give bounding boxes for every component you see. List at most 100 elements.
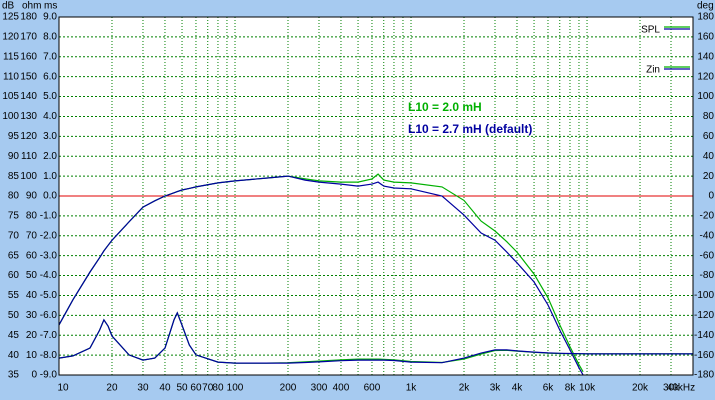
- ohm-tick-label: 20: [26, 330, 38, 341]
- ohm-tick-label: 170: [20, 32, 37, 43]
- y-tick-label: 45: [8, 330, 20, 341]
- ohm-tick-label: 130: [20, 111, 37, 122]
- y-tick-label: 110: [3, 71, 19, 82]
- y-tick-label: 115: [3, 51, 19, 62]
- x-tick-label: 6k: [543, 383, 555, 394]
- ms-tick-label: 6.0: [43, 71, 57, 82]
- y-tick-label: 100: [2, 111, 19, 122]
- x-tick-label: 30: [137, 383, 149, 394]
- ohm-tick-label: 110: [21, 151, 37, 162]
- x-tick-label: 600: [364, 383, 381, 394]
- y-tick-label: 95: [8, 131, 20, 142]
- y2-tick-label: 160: [697, 32, 714, 43]
- y-tick-label: 105: [2, 91, 19, 102]
- y-tick-label: 40: [8, 350, 20, 361]
- legend-label: SPL: [641, 25, 660, 36]
- ms-tick-label: -6.0: [40, 310, 58, 321]
- y2-tick-label: -20: [700, 211, 715, 222]
- curve-line: [59, 175, 584, 375]
- ms-tick-label: 1.0: [43, 171, 57, 182]
- curve-line: [59, 311, 693, 364]
- ohm-tick-label: 100: [20, 171, 37, 182]
- y2-tick-label: -80: [700, 270, 715, 281]
- x-tick-label: 80: [212, 383, 224, 394]
- y-tick-label: 85: [8, 171, 20, 182]
- y-tick-label: 90: [8, 151, 20, 162]
- x-tick-label: 20: [106, 383, 118, 394]
- x-tick-label: 10: [57, 383, 69, 394]
- ms-tick-label: -4.0: [40, 270, 58, 281]
- annotation: L10 = 2.0 mH: [408, 100, 482, 114]
- ms-tick-label: -2.0: [40, 230, 58, 241]
- y2-tick-label: -100: [694, 290, 714, 301]
- x-tick-label: 2k: [459, 383, 471, 394]
- x-tick-label: 20k: [632, 383, 649, 394]
- x-tick-label: 1k: [406, 383, 418, 394]
- y2-tick-label: 180: [697, 12, 714, 23]
- ms-tick-label: -3.0: [40, 250, 58, 261]
- y2-tick-label: 120: [697, 71, 714, 82]
- x-tick-label: 400: [333, 383, 350, 394]
- y-tick-label: 75: [8, 211, 20, 222]
- ohm-tick-label: 180: [20, 12, 37, 23]
- y2-axis-label: deg: [697, 1, 714, 12]
- y2-tick-label: -160: [694, 350, 714, 361]
- y2-tick-label: 140: [697, 51, 714, 62]
- x-tick-label: 40: [159, 383, 171, 394]
- ohm-tick-label: 0: [31, 370, 37, 381]
- y-tick-label: 55: [8, 290, 20, 301]
- y2-tick-label: -60: [700, 250, 715, 261]
- y2-tick-label: 40: [703, 151, 715, 162]
- y-tick-label: 70: [8, 230, 20, 241]
- ms-tick-label: -1.0: [40, 211, 58, 222]
- y-tick-label: 50: [8, 310, 20, 321]
- ms-tick-label: 8.0: [43, 32, 57, 43]
- plot-frame: [58, 16, 694, 376]
- ohm-tick-label: 160: [20, 51, 37, 62]
- ohm-axis-label: ohm: [22, 1, 41, 12]
- y2-tick-label: -40: [700, 230, 715, 241]
- y-axis-label: dB: [2, 1, 15, 12]
- ms-tick-label: 7.0: [43, 51, 57, 62]
- x-tick-label: 3k: [490, 383, 502, 394]
- y2-tick-label: -120: [694, 310, 714, 321]
- y-tick-label: 120: [2, 32, 19, 43]
- ms-tick-label: -7.0: [40, 330, 58, 341]
- y2-tick-label: 20: [703, 171, 715, 182]
- y2-tick-label: 100: [697, 91, 714, 102]
- y-tick-label: 60: [8, 270, 20, 281]
- y-tick-label: 80: [8, 191, 20, 202]
- ms-tick-label: -5.0: [40, 290, 58, 301]
- x-tick-label: 4k: [512, 383, 524, 394]
- ohm-tick-label: 150: [20, 71, 37, 82]
- x-tick-label: 50: [176, 383, 188, 394]
- y2-tick-label: 0: [708, 191, 714, 202]
- ms-tick-label: -8.0: [40, 350, 58, 361]
- ohm-tick-label: 90: [26, 191, 38, 202]
- x-tick-label: 300: [311, 383, 328, 394]
- ohm-tick-label: 140: [20, 91, 37, 102]
- ms-tick-label: -9.0: [40, 370, 58, 381]
- ohm-tick-label: 80: [26, 211, 38, 222]
- ohm-tick-label: 50: [26, 270, 38, 281]
- y-tick-label: 65: [8, 250, 20, 261]
- x-tick-label: 100: [227, 383, 244, 394]
- x-tick-label: 30k: [663, 383, 680, 394]
- legend-label: Zin: [646, 65, 660, 76]
- ms-tick-label: 4.0: [43, 111, 57, 122]
- annotation: L10 = 2.7 mH (default): [408, 122, 532, 136]
- ms-tick-label: 9.0: [43, 12, 57, 23]
- ohm-tick-label: 40: [26, 290, 38, 301]
- ohm-tick-label: 70: [26, 230, 38, 241]
- ms-axis-label: ms: [44, 1, 57, 12]
- y2-tick-label: 60: [703, 131, 715, 142]
- ohm-tick-label: 30: [26, 310, 38, 321]
- ms-tick-label: 3.0: [43, 131, 57, 142]
- x-tick-label: 40kHz: [667, 383, 695, 394]
- ohm-tick-label: 10: [26, 350, 38, 361]
- ms-tick-label: 5.0: [43, 91, 57, 102]
- x-tick-label: 70: [202, 383, 214, 394]
- y2-tick-label: -180: [694, 370, 714, 381]
